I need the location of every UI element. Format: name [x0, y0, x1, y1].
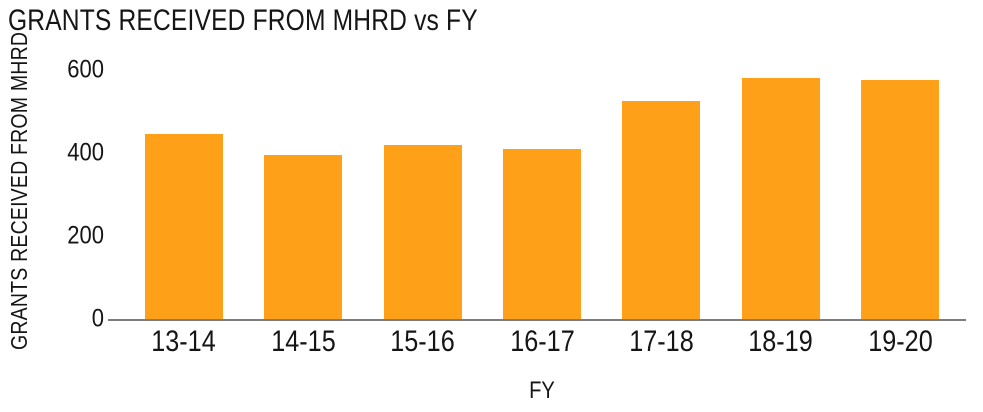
bar-series: [124, 70, 960, 319]
x-axis-line: [108, 319, 966, 321]
bar-17-18[interactable]: [622, 101, 701, 319]
y-tick-label-200: 200: [67, 221, 104, 250]
bar-16-17[interactable]: [502, 148, 581, 319]
bar-14-15[interactable]: [264, 155, 343, 319]
plot-area: 0 200 400 600 13-14 14-15 15-16 16-17 17-18 18-1…: [67, 57, 966, 404]
bar-13-14[interactable]: [144, 134, 223, 319]
bar-slot-18-19: [721, 70, 840, 319]
x-tick-label-19-20: 19-20: [868, 325, 933, 358]
bar-slot-17-18: [602, 70, 721, 319]
bar-19-20[interactable]: [861, 80, 940, 319]
y-axis-title: GRANTS RECEIVED FROM MHRD: [6, 31, 32, 350]
x-tick-label-14-15: 14-15: [270, 325, 336, 358]
bar-slot-14-15: [243, 70, 362, 319]
x-axis-title: FY: [529, 377, 555, 404]
y-tick-label-0: 0: [91, 304, 104, 333]
bar-18-19[interactable]: [741, 78, 820, 319]
bar-slot-15-16: [363, 70, 482, 319]
x-tick-label-16-17: 16-17: [509, 325, 575, 358]
bar-15-16[interactable]: [383, 144, 462, 319]
bar-slot-16-17: [482, 70, 601, 319]
bar-slot-13-14: [124, 70, 243, 319]
y-tick-label-600: 600: [67, 55, 104, 84]
chart-title: GRANTS RECEIVED FROM MHRD vs FY: [8, 4, 478, 37]
x-tick-label-15-16: 15-16: [390, 325, 455, 358]
x-tick-label-17-18: 17-18: [629, 325, 694, 358]
x-tick-label-18-19: 18-19: [748, 325, 814, 358]
y-tick-label-400: 400: [67, 138, 104, 167]
x-tick-label-13-14: 13-14: [151, 325, 216, 358]
bar-slot-19-20: [841, 70, 960, 319]
